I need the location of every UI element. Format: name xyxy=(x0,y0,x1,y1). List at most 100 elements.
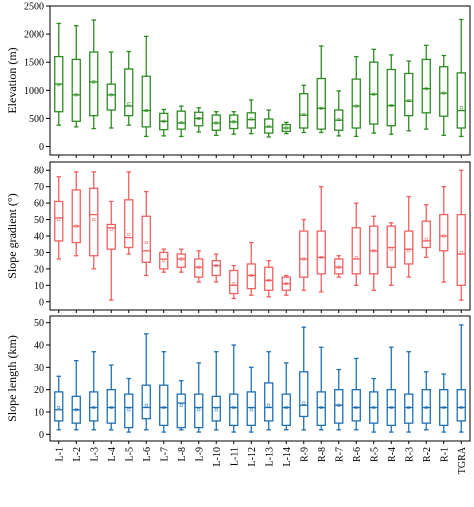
box-R-4 xyxy=(386,54,396,135)
mean-marker xyxy=(179,403,183,407)
iqr-box xyxy=(211,260,221,277)
y-tick-label: 50 xyxy=(34,215,44,226)
iqr-box xyxy=(54,200,64,242)
y-tick-label: 30 xyxy=(34,363,44,374)
mean-marker xyxy=(92,406,96,409)
box-L-13 xyxy=(264,260,274,298)
mean-marker xyxy=(179,120,183,124)
box-TGRA xyxy=(456,169,466,301)
box-L-7 xyxy=(159,351,169,433)
iqr-box xyxy=(299,371,309,418)
mean-marker xyxy=(372,92,376,96)
y-tick-label: 40 xyxy=(34,341,44,352)
box-R-3 xyxy=(404,60,414,132)
mean-marker xyxy=(197,408,201,412)
mean-marker xyxy=(372,406,376,409)
mean-marker xyxy=(424,406,428,409)
y-tick-label: 70 xyxy=(34,182,44,193)
mean-marker xyxy=(109,93,113,97)
iqr-box xyxy=(456,213,466,286)
x-tick-label: R-8 xyxy=(317,447,328,462)
box-L-11 xyxy=(229,264,239,300)
box-R-4 xyxy=(386,222,396,286)
box-L-8 xyxy=(176,380,186,431)
box-L-1 xyxy=(54,375,64,431)
box-L-1 xyxy=(54,176,64,260)
box-R-3 xyxy=(404,195,414,278)
mean-marker xyxy=(232,406,236,409)
iqr-box xyxy=(264,118,274,134)
iqr-box xyxy=(176,110,186,130)
iqr-box xyxy=(404,72,414,117)
mean-marker xyxy=(127,232,131,236)
panel-1: 0 500 1000 1500 2000 2500 Elevation (m) xyxy=(5,2,471,158)
box-L-3 xyxy=(89,171,99,270)
iqr-box xyxy=(246,263,256,290)
iqr-box xyxy=(71,58,81,122)
box-R-5 xyxy=(369,377,379,433)
box-TGRA xyxy=(456,18,466,138)
y-tick-label: 2500 xyxy=(24,2,44,13)
iqr-box xyxy=(71,189,81,244)
x-tick-label: L-6 xyxy=(142,447,153,461)
box-L-7 xyxy=(159,248,169,273)
iqr-box xyxy=(124,68,134,117)
mean-marker xyxy=(214,264,218,268)
y-tick-label: 1000 xyxy=(24,86,44,97)
box-R-2 xyxy=(421,371,431,431)
box-R-8 xyxy=(316,346,326,431)
iqr-box xyxy=(439,213,449,252)
box-L-9 xyxy=(194,362,204,433)
box-R-7 xyxy=(334,90,344,137)
mean-marker xyxy=(74,224,78,228)
box-L-14 xyxy=(281,362,291,431)
mean-marker xyxy=(267,278,271,282)
box-L-8 xyxy=(176,248,186,273)
mean-marker xyxy=(144,241,148,245)
mean-marker xyxy=(459,250,463,254)
x-tick-label: L-11 xyxy=(229,447,240,466)
panel-2: 0 10 20 30 40 50 60 70 80 Slope gradient (°) xyxy=(5,161,471,313)
x-tick-label: L-8 xyxy=(177,447,188,461)
iqr-box xyxy=(386,68,396,127)
box-L-13 xyxy=(264,351,274,431)
mean-marker xyxy=(249,274,253,277)
box-L-10 xyxy=(211,351,221,431)
mean-marker xyxy=(232,282,236,286)
mean-marker xyxy=(92,80,96,84)
iqr-box xyxy=(334,258,344,275)
mean-marker xyxy=(302,257,306,261)
box-R-9 xyxy=(299,84,309,134)
x-tick-label: L-12 xyxy=(247,447,258,466)
mean-marker xyxy=(337,265,341,269)
mean-marker xyxy=(144,403,148,407)
mean-marker xyxy=(249,408,253,412)
panel-frame xyxy=(49,5,471,156)
x-tick-label: L-4 xyxy=(107,447,118,461)
mean-marker xyxy=(57,83,61,87)
box-L-3 xyxy=(89,19,99,130)
mean-marker xyxy=(407,99,411,102)
x-tick-label: L-2 xyxy=(72,447,83,461)
mean-marker xyxy=(74,408,78,412)
x-tick-label: L-14 xyxy=(282,447,293,466)
box-R-4 xyxy=(386,346,396,433)
mean-marker xyxy=(127,408,131,412)
iqr-box xyxy=(141,215,151,263)
iqr-box xyxy=(351,78,361,129)
iqr-box xyxy=(176,253,186,268)
iqr-box xyxy=(369,225,379,275)
mean-marker xyxy=(442,91,446,95)
iqr-box xyxy=(159,384,169,427)
x-tick-label: R-5 xyxy=(369,447,380,462)
iqr-box xyxy=(421,220,431,249)
box-L-5 xyxy=(124,171,134,255)
mean-marker xyxy=(127,102,131,106)
mean-marker xyxy=(424,237,428,241)
iqr-box xyxy=(351,227,361,275)
mean-marker xyxy=(162,259,166,263)
box-L-11 xyxy=(229,344,239,433)
box-L-4 xyxy=(106,200,116,301)
panel-frame xyxy=(49,315,471,442)
